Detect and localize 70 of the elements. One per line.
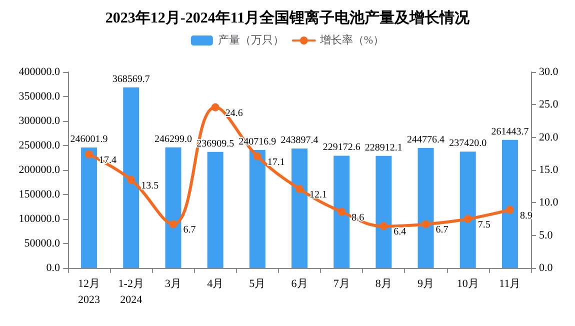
x-tick-label: 11月 bbox=[499, 278, 521, 290]
y-tick-label: 0.0 bbox=[46, 262, 60, 274]
x-tick-label: 9月 bbox=[418, 278, 434, 290]
x-tick-label: 3月 bbox=[164, 278, 182, 290]
data-label: 244776.4 bbox=[407, 134, 445, 146]
bar bbox=[376, 156, 392, 268]
bar bbox=[249, 150, 266, 268]
data-label: 246299.0 bbox=[154, 134, 192, 145]
data-label: 368569.7 bbox=[112, 74, 150, 85]
x-tick-label: 12月 2023 bbox=[78, 278, 101, 306]
y2-tick-label: 10.0 bbox=[539, 196, 559, 209]
y-tick-label: 350000.0 bbox=[18, 90, 60, 102]
bar bbox=[460, 152, 476, 268]
y-tick-label: 300000.0 bbox=[18, 115, 60, 127]
y2-tick-label: 30.0 bbox=[539, 66, 559, 78]
bar bbox=[165, 147, 182, 268]
point bbox=[85, 150, 94, 158]
point bbox=[169, 220, 178, 228]
y-tick-label: 200000.0 bbox=[18, 164, 60, 176]
point bbox=[506, 206, 514, 214]
data-label: 261443.7 bbox=[491, 126, 529, 138]
y2-tick-label: 20.0 bbox=[539, 131, 559, 144]
x-tick-label: 6月 bbox=[291, 278, 308, 290]
data-label: 6.7 bbox=[183, 224, 196, 236]
bar bbox=[334, 156, 350, 268]
data-label: 237420.0 bbox=[449, 138, 487, 150]
data-label: 7.5 bbox=[478, 220, 490, 230]
x-tick-label: 10月 bbox=[456, 278, 479, 290]
bar bbox=[123, 87, 140, 268]
point bbox=[253, 152, 262, 160]
bar bbox=[418, 148, 434, 268]
y2-tick-label: 5.0 bbox=[539, 229, 554, 242]
data-label: 12.1 bbox=[310, 189, 327, 200]
bar bbox=[292, 148, 308, 268]
data-label: 17.1 bbox=[267, 156, 285, 168]
y-tick-label: 150000.0 bbox=[18, 188, 60, 200]
x-tick-label: 7月 bbox=[333, 278, 350, 290]
bar bbox=[502, 140, 518, 268]
data-label: 229172.6 bbox=[322, 142, 360, 154]
y-tick-label: 400000.0 bbox=[18, 66, 60, 78]
point bbox=[422, 220, 430, 228]
data-label: 24.6 bbox=[225, 108, 243, 119]
data-label: 243897.4 bbox=[280, 134, 318, 146]
point bbox=[127, 176, 136, 184]
chart-title: 2023年12月-2024年11月全国锂离子电池产量及增长情况 bbox=[105, 8, 471, 26]
bar bbox=[81, 147, 98, 268]
data-label: 6.7 bbox=[436, 224, 448, 236]
x-tick-label: 1-2月 2024 bbox=[118, 278, 144, 306]
point bbox=[296, 184, 304, 193]
x-tick-label: 4月 bbox=[207, 278, 224, 290]
point bbox=[464, 215, 472, 223]
y2-tick-label: 15.0 bbox=[539, 164, 559, 176]
x-tick-label: 5月 bbox=[249, 278, 266, 290]
point bbox=[338, 208, 346, 216]
bar bbox=[207, 152, 224, 268]
data-label: 13.5 bbox=[141, 180, 159, 192]
data-label: 228912.1 bbox=[364, 142, 402, 154]
data-label: 6.4 bbox=[394, 226, 406, 238]
legend-label: 增长率（%） bbox=[318, 34, 384, 46]
data-label: 246001.9 bbox=[70, 134, 108, 145]
legend-label: 产量（万只） bbox=[218, 34, 284, 46]
data-label: 8.9 bbox=[520, 210, 532, 222]
point bbox=[211, 103, 220, 112]
y2-tick-label: 25.0 bbox=[539, 98, 559, 111]
y-tick-label: 100000.0 bbox=[18, 213, 60, 225]
y-tick-label: 50000.0 bbox=[24, 238, 60, 250]
y2-tick-label: 0.0 bbox=[539, 262, 554, 274]
x-tick-label: 8月 bbox=[375, 278, 392, 290]
y-tick-label: 250000.0 bbox=[18, 140, 60, 152]
point bbox=[380, 222, 388, 230]
